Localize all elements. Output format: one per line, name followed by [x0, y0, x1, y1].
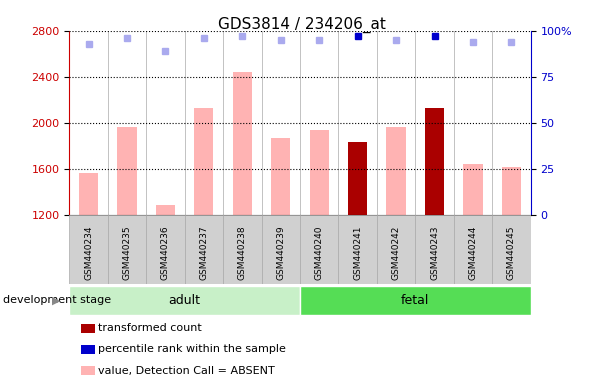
- Text: transformed count: transformed count: [98, 323, 202, 333]
- Bar: [271, 138, 291, 215]
- Text: adult: adult: [169, 294, 201, 307]
- Text: percentile rank within the sample: percentile rank within the sample: [98, 344, 286, 354]
- Text: GSM440240: GSM440240: [315, 225, 324, 280]
- Bar: [69, 286, 300, 315]
- Bar: [69, 215, 108, 284]
- Text: GSM440245: GSM440245: [507, 225, 516, 280]
- Text: GSM440235: GSM440235: [122, 225, 131, 280]
- Bar: [387, 127, 406, 215]
- Bar: [79, 173, 98, 215]
- Bar: [156, 205, 175, 215]
- Bar: [118, 127, 137, 215]
- Bar: [194, 108, 213, 215]
- Bar: [223, 215, 262, 284]
- Text: fetal: fetal: [401, 294, 429, 307]
- Bar: [454, 215, 492, 284]
- Bar: [300, 286, 531, 315]
- Text: GSM440238: GSM440238: [238, 225, 247, 280]
- Text: GSM440237: GSM440237: [200, 225, 209, 280]
- Text: GSM440243: GSM440243: [430, 225, 439, 280]
- Bar: [425, 108, 444, 215]
- Text: development stage: development stage: [3, 295, 111, 306]
- Bar: [463, 164, 482, 215]
- Bar: [108, 215, 146, 284]
- Bar: [377, 215, 415, 284]
- Text: GSM440244: GSM440244: [469, 225, 478, 280]
- Text: GSM440234: GSM440234: [84, 225, 93, 280]
- Bar: [415, 215, 453, 284]
- Bar: [309, 130, 329, 215]
- Bar: [262, 215, 300, 284]
- Text: ▶: ▶: [52, 295, 60, 306]
- Text: GSM440236: GSM440236: [161, 225, 170, 280]
- Text: value, Detection Call = ABSENT: value, Detection Call = ABSENT: [98, 366, 275, 376]
- Bar: [185, 215, 223, 284]
- Text: GDS3814 / 234206_at: GDS3814 / 234206_at: [218, 17, 385, 33]
- Bar: [233, 72, 252, 215]
- Text: GSM440241: GSM440241: [353, 225, 362, 280]
- Text: GSM440239: GSM440239: [276, 225, 285, 280]
- Bar: [338, 215, 377, 284]
- Bar: [492, 215, 531, 284]
- Bar: [146, 215, 185, 284]
- Bar: [502, 167, 521, 215]
- Bar: [300, 215, 338, 284]
- Text: GSM440242: GSM440242: [391, 225, 400, 280]
- Bar: [348, 142, 367, 215]
